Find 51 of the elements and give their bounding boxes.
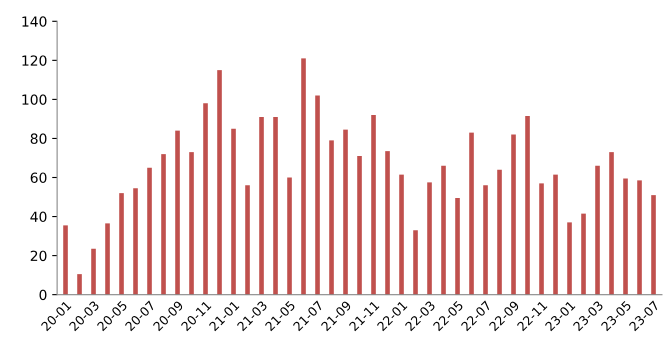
bar [259,116,264,295]
bar [231,128,236,295]
bar [553,174,558,295]
bar [469,132,474,295]
bar [119,193,124,295]
y-tick-label: 20 [30,250,46,262]
y-tick-label: 40 [30,212,46,222]
bar [455,198,460,295]
bar [581,214,586,295]
bar [245,185,250,295]
bar [77,274,82,295]
bar [595,166,600,295]
y-tick-label: 0 [39,290,46,300]
bar [637,180,642,295]
bar [385,151,390,295]
bar [217,70,222,295]
bar [567,222,572,295]
bar [427,182,432,295]
bar [371,115,376,295]
bar [497,170,502,295]
bar [203,103,208,295]
bar [315,95,320,295]
bar [301,58,306,295]
bar [147,168,152,295]
bar [133,188,138,295]
bar [329,140,334,295]
bar [63,225,68,295]
y-tick-label: 60 [30,172,46,183]
bar [441,166,446,295]
bar [623,178,628,295]
bar [539,183,544,295]
y-tick-label: 100 [22,94,46,105]
bar [287,178,292,295]
bar [525,116,530,295]
bar [273,116,278,295]
bar [511,134,516,295]
bar [651,195,656,295]
bar [161,154,166,295]
bar [399,174,404,295]
bar [175,130,180,295]
y-tick-label: 140 [22,16,46,27]
bar [609,152,614,295]
bar [189,152,194,295]
bar [357,156,362,295]
bar [91,248,96,295]
bar [105,223,110,295]
y-tick-label: 120 [22,55,46,66]
bar [343,130,348,295]
bar [413,230,418,295]
bar [483,185,488,295]
y-tick-label: 80 [30,133,46,144]
